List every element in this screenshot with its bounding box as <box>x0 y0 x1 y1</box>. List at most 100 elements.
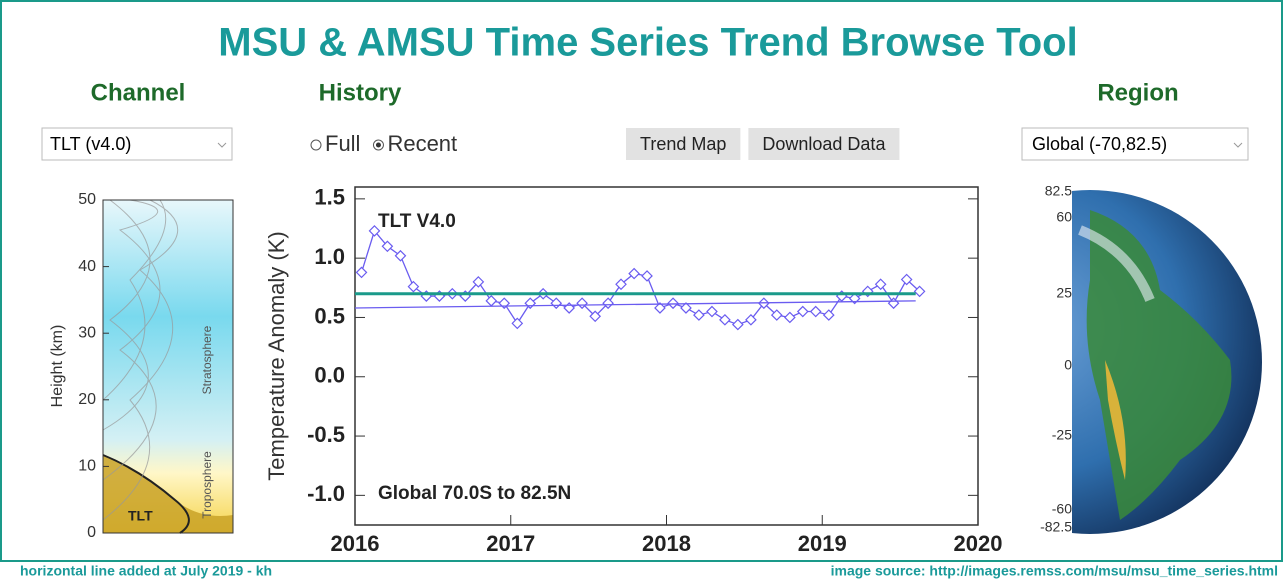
point <box>589 310 602 323</box>
tlt-label: TLT <box>128 508 153 524</box>
y-tick-label: 30 <box>78 324 96 341</box>
channel-select[interactable]: TLT (v4.0) <box>41 127 233 161</box>
point <box>355 266 368 279</box>
point <box>407 280 420 293</box>
radio-label[interactable]: Full <box>325 131 360 156</box>
history-radios: Full Recent <box>310 131 457 156</box>
chevron <box>1233 142 1243 148</box>
y-tick-label: 0.5 <box>314 303 345 328</box>
radio[interactable] <box>310 139 322 151</box>
label: Channel <box>91 79 186 106</box>
chevron <box>217 142 227 148</box>
height-ticks: 0 10 20 30 40 50 <box>78 191 109 541</box>
point <box>368 225 381 237</box>
point <box>641 270 653 282</box>
tlt-weighting <box>103 455 233 533</box>
button[interactable]: Trend Map <box>626 128 741 160</box>
point <box>472 276 485 288</box>
y-tick-label: -0.5 <box>307 422 345 447</box>
latitude-label: 25 <box>1056 285 1072 301</box>
point <box>602 297 614 310</box>
latitude-label: -25 <box>1052 427 1072 443</box>
y-tick-label: 0 <box>87 524 96 541</box>
point <box>511 317 524 330</box>
y-tick-label: 1.5 <box>314 185 345 210</box>
x-tick-label: 2017 <box>486 531 535 556</box>
point <box>848 292 861 305</box>
x-tick-label: 2020 <box>954 531 1003 556</box>
layer-label: Stratosphere <box>200 325 214 394</box>
point <box>874 278 887 291</box>
y-axis-label: Temperature Anomaly (K) <box>264 231 289 480</box>
point <box>550 297 563 310</box>
title: MSU & AMSU Time Series Trend Browse Tool <box>218 21 1077 65</box>
point <box>809 305 822 318</box>
chart: 1.5 1.0 0.5 0.0 -0.5 -1.0 2016 2017 2018 2019 2020 <box>307 185 1002 556</box>
y-tick-label: 10 <box>78 458 96 475</box>
point <box>822 309 835 321</box>
point <box>381 240 394 253</box>
point <box>861 285 874 298</box>
radio-dot <box>375 142 381 148</box>
label: Region <box>1097 79 1178 106</box>
plot-frame <box>354 186 979 526</box>
point <box>900 273 913 286</box>
point <box>745 313 757 326</box>
annotation: Global 70.0S to 82.5N <box>378 483 571 504</box>
series-line <box>354 300 916 309</box>
y-tick-label: 50 <box>78 191 96 208</box>
weighting-curves <box>102 199 178 521</box>
footer-note: horizontal line added at July 2019 - kh <box>20 563 272 579</box>
button-face[interactable] <box>626 128 741 160</box>
y-tick-label: 0.0 <box>314 363 345 388</box>
radio-label[interactable]: Recent <box>387 131 457 156</box>
button-label: Download Data <box>762 134 886 154</box>
annotation: TLT V4.0 <box>378 211 456 232</box>
point <box>667 297 679 310</box>
y-tick-label: 1.0 <box>314 244 345 269</box>
buttons: Trend Map Download Data <box>626 128 900 160</box>
y-tick-label: 40 <box>78 258 96 275</box>
point <box>913 285 926 298</box>
globe <box>1072 190 1262 534</box>
point <box>563 302 576 314</box>
label: History <box>319 79 402 106</box>
latitude-label: 60 <box>1056 209 1072 225</box>
button-label: Trend Map <box>640 134 726 154</box>
point <box>615 278 627 291</box>
button-face[interactable] <box>748 128 900 160</box>
point <box>576 297 588 310</box>
select-box[interactable] <box>1021 127 1249 161</box>
point <box>693 309 705 321</box>
button[interactable]: Download Data <box>748 128 900 160</box>
point <box>770 309 783 321</box>
region-select[interactable]: Global (-70,82.5) <box>1021 127 1249 161</box>
x-tick-label: 2016 <box>331 531 380 556</box>
point <box>680 302 692 314</box>
globe-labels: 82.5 60 25 0 -25 -60 -82.5 <box>1040 183 1072 535</box>
height-frame <box>102 199 234 534</box>
point <box>628 267 640 280</box>
select-value: Global (-70,82.5) <box>1032 134 1167 154</box>
latitude-label: -82.5 <box>1040 519 1072 535</box>
point <box>731 318 744 331</box>
point <box>654 302 666 314</box>
select-box[interactable] <box>41 127 233 161</box>
point <box>784 311 796 324</box>
point <box>706 305 718 318</box>
select-value: TLT (v4.0) <box>50 134 131 154</box>
latitude-label: 82.5 <box>1045 183 1072 199</box>
x-tick-label: 2018 <box>642 531 691 556</box>
point <box>394 249 407 262</box>
layer-label: Troposphere <box>200 451 214 519</box>
latitude-label: 0 <box>1064 357 1072 373</box>
y-tick-label: -1.0 <box>307 481 345 506</box>
footer-source: image source: http://images.remss.com/ms… <box>831 563 1278 579</box>
point <box>524 297 537 310</box>
point <box>796 305 809 318</box>
latitude-label: -60 <box>1052 501 1072 517</box>
x-tick-label: 2019 <box>798 531 847 556</box>
y-tick-label: 20 <box>78 391 96 408</box>
